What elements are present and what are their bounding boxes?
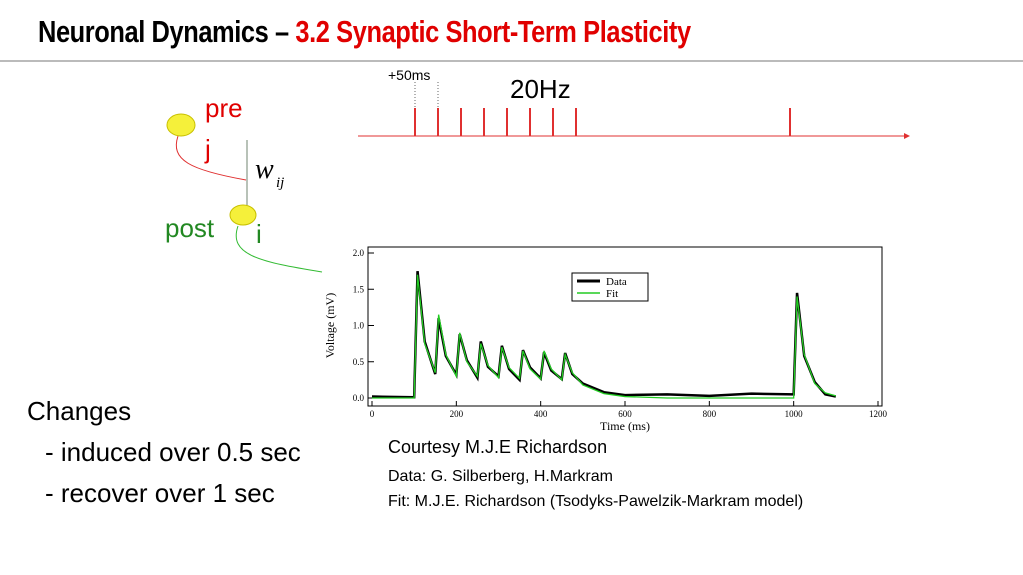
- credit: Data: G. Silberberg, H.Markram: [388, 468, 613, 485]
- pre-index: j: [204, 134, 211, 164]
- legend-label: Fit: [606, 288, 618, 300]
- y-tick-label: 1.0: [353, 321, 365, 331]
- y-tick-label: 0.5: [353, 357, 365, 367]
- plot-frame: [367, 246, 883, 407]
- pre-axon: [175, 135, 247, 181]
- pre-neuron: [166, 113, 196, 137]
- pre-label: pre: [205, 93, 243, 123]
- spikes: [414, 108, 791, 136]
- y-tick-label: 2.0: [353, 248, 365, 258]
- spike-arrow: [904, 133, 910, 139]
- y-axis-label: Voltage (mV): [323, 293, 337, 358]
- legend-label: Data: [606, 276, 627, 288]
- x-tick-label: 1000: [785, 409, 804, 419]
- notes-line: - induced over 0.5 sec: [45, 437, 301, 467]
- x-tick-label: 800: [703, 409, 717, 419]
- title: Neuronal Dynamics – 3.2 Synaptic Short-T…: [38, 14, 691, 50]
- title-main: Neuronal Dynamics –: [38, 14, 289, 49]
- offset-label: +50ms: [388, 67, 430, 83]
- rate-label: 20Hz: [510, 74, 571, 104]
- title-sub: 3.2 Synaptic Short-Term Plasticity: [295, 14, 691, 49]
- voltage-chart: 0.0 0.5 1.0 1.5 2.0 0 200 400 600 800 1000 1200 Time…: [323, 246, 888, 433]
- x-tick-label: 600: [618, 409, 632, 419]
- post-dendrite: [235, 225, 323, 273]
- y-tick-label: 1.5: [353, 284, 365, 294]
- weight: w: [255, 154, 274, 185]
- post-neuron: [229, 204, 257, 226]
- x-axis-label: Time (ms): [600, 419, 650, 433]
- post-index: i: [256, 219, 262, 249]
- x-tick-label: 0: [370, 409, 375, 419]
- post-label: post: [165, 213, 215, 243]
- credit: Fit: M.J.E. Richardson (Tsodyks-Pawelzik…: [388, 493, 803, 510]
- notes-line: - recover over 1 sec: [45, 478, 275, 508]
- x-tick-label: 1200: [869, 409, 888, 419]
- series-line: [372, 274, 837, 399]
- legend-box: [571, 272, 649, 302]
- notes-heading: Changes: [27, 396, 131, 426]
- offset-markers: [414, 82, 439, 108]
- x-tick-label: 400: [534, 409, 548, 419]
- credit: Courtesy M.J.E Richardson: [388, 437, 607, 457]
- x-tick-label: 200: [450, 409, 464, 419]
- y-tick-label: 0.0: [353, 393, 365, 403]
- weight-sub: ij: [276, 175, 284, 191]
